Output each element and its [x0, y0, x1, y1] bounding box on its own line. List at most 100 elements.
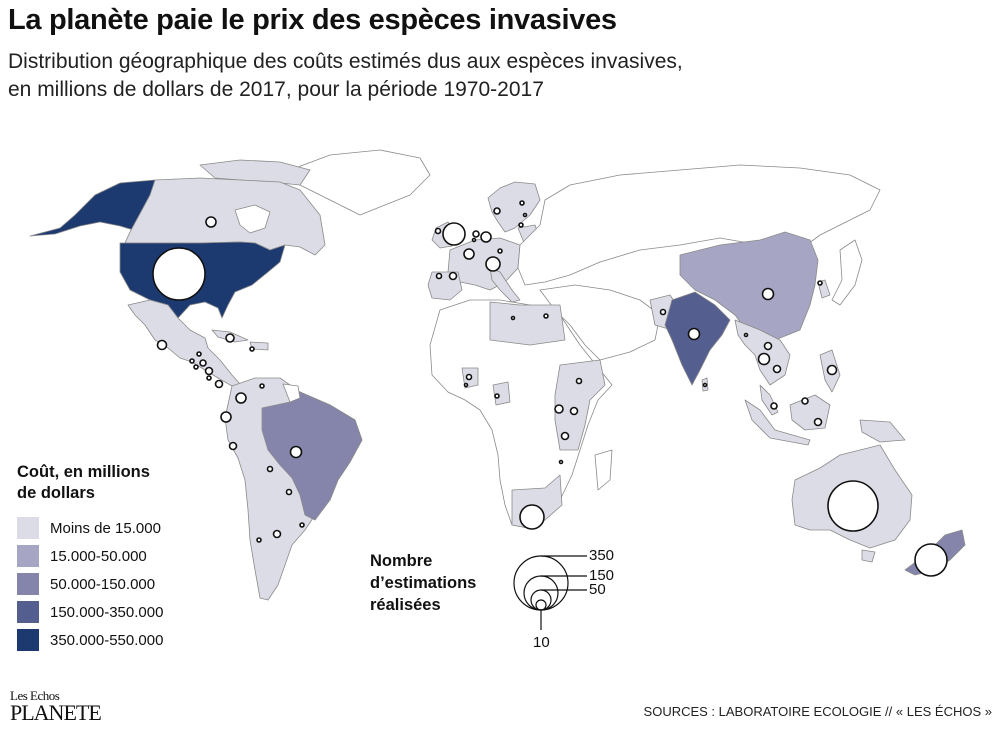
russia-eastern-europe [517, 164, 881, 286]
circle-uganda [554, 404, 564, 414]
china [679, 231, 819, 341]
size-label-150: 150 [589, 567, 615, 584]
circle-finland [519, 200, 525, 206]
circle-hispaniola [249, 346, 255, 352]
size-label-350: 350 [589, 547, 615, 564]
circle-austria [497, 248, 503, 254]
circle-ca-6 [206, 375, 212, 381]
circle-ca-5 [204, 366, 214, 376]
malay-peninsula [759, 384, 779, 416]
circle-borneo [801, 397, 809, 405]
sources-credit: SOURCES : LABORATOIRE ECOLOGIE // « LES … [643, 704, 992, 719]
circle-uruguay [299, 522, 305, 528]
italy [489, 267, 521, 303]
page-subtitle: Distribution géographique des coûts esti… [8, 48, 683, 104]
circle-netherlands [472, 230, 480, 238]
circle-france [463, 248, 475, 260]
french-guiana-suriname [282, 383, 301, 403]
circle-thailand [757, 352, 771, 366]
circle-ethiopia [575, 377, 583, 385]
circle-argentina [272, 529, 282, 539]
legend-swatch [17, 629, 39, 651]
circle-ca-3 [199, 359, 207, 367]
sumatra-java [744, 399, 811, 446]
subtitle-line-1: Distribution géographique des coûts esti… [8, 50, 683, 73]
legend-item: 50.000-150.000 [17, 570, 163, 598]
circle-ghana [463, 382, 469, 388]
circle-pakistan [659, 308, 667, 316]
circle-panama [214, 379, 224, 389]
scandinavia [487, 181, 541, 233]
legend-item: Moins de 15.000 [17, 514, 163, 542]
circle-korea [817, 280, 823, 286]
circle-ca-2 [189, 358, 195, 364]
circle-estonia [522, 212, 528, 218]
page-title: La planète paie le prix des espèces inva… [8, 4, 617, 36]
madagascar [594, 449, 613, 491]
circle-australia [827, 480, 879, 532]
circle-canada [205, 216, 217, 228]
circle-uk [442, 222, 466, 246]
circle-kenya [569, 406, 579, 416]
canadian-arctic-islands [199, 159, 311, 186]
size-label-10: 10 [533, 634, 550, 651]
legend-swatch [17, 601, 39, 623]
cameroon [492, 381, 511, 406]
circle-indonesia [813, 417, 823, 427]
size-legend-title: Nombre d’estimations réalisées [370, 552, 477, 614]
circle-latvia [518, 222, 524, 228]
circle-colombia [235, 392, 247, 404]
borneo [789, 394, 831, 431]
circle-paraguay [285, 488, 293, 496]
circle-philippines [826, 364, 838, 376]
circle-ireland [434, 227, 442, 235]
circle-myanmar [743, 332, 749, 338]
color-legend: Coût, en millions de dollars Moins de 15… [17, 462, 163, 654]
circle-nigeria [465, 373, 473, 381]
circle-chile [256, 537, 262, 543]
circle-belgium [471, 237, 477, 243]
circle-egypt [543, 313, 549, 319]
circle-bolivia [266, 465, 274, 473]
circle-malaysia [770, 402, 778, 410]
middle-east [539, 284, 661, 361]
circle-cuba [225, 333, 235, 343]
size-legend-circles [513, 555, 587, 630]
circle-portugal [435, 272, 443, 280]
les-echos-planete-logo: Les Echos PLANETE [10, 688, 102, 725]
brazil [261, 391, 363, 521]
circle-italy [485, 256, 501, 272]
legend-title: Coût, en millions de dollars [17, 463, 150, 502]
circle-india [687, 327, 701, 341]
circle-laos [763, 341, 773, 351]
circle-new-zealand [914, 543, 948, 577]
new-guinea [859, 419, 906, 443]
legend-swatch [17, 573, 39, 595]
circle-sweden [493, 207, 501, 215]
circle-ca-4 [193, 364, 199, 370]
circle-south-africa [519, 504, 545, 530]
hudson-bay [234, 204, 271, 234]
legend-item: 350.000-550.000 [17, 626, 163, 654]
circle-ecuador [220, 411, 232, 423]
circle-sri-lanka [702, 382, 708, 388]
circle-mexico [156, 339, 168, 351]
legend-item: 150.000-350.000 [17, 598, 163, 626]
circle-tanzania [560, 431, 570, 441]
subtitle-line-2: en millions de dollars de 2017, pour la … [8, 78, 544, 101]
circle-venezuela [259, 383, 265, 389]
circle-ca-1 [196, 351, 202, 357]
legend-item: 15.000-50.000 [17, 542, 163, 570]
tasmania [861, 549, 876, 563]
libya-egypt [489, 301, 566, 346]
circle-malawi [558, 459, 564, 465]
circle-china [761, 287, 775, 301]
legend-swatch [17, 545, 39, 567]
circle-brazil [289, 445, 303, 459]
circle-peru [228, 441, 238, 451]
circle-germany [480, 231, 492, 243]
size-label-50: 50 [589, 581, 606, 598]
japan [831, 239, 863, 306]
circle-cameroon [494, 393, 500, 399]
